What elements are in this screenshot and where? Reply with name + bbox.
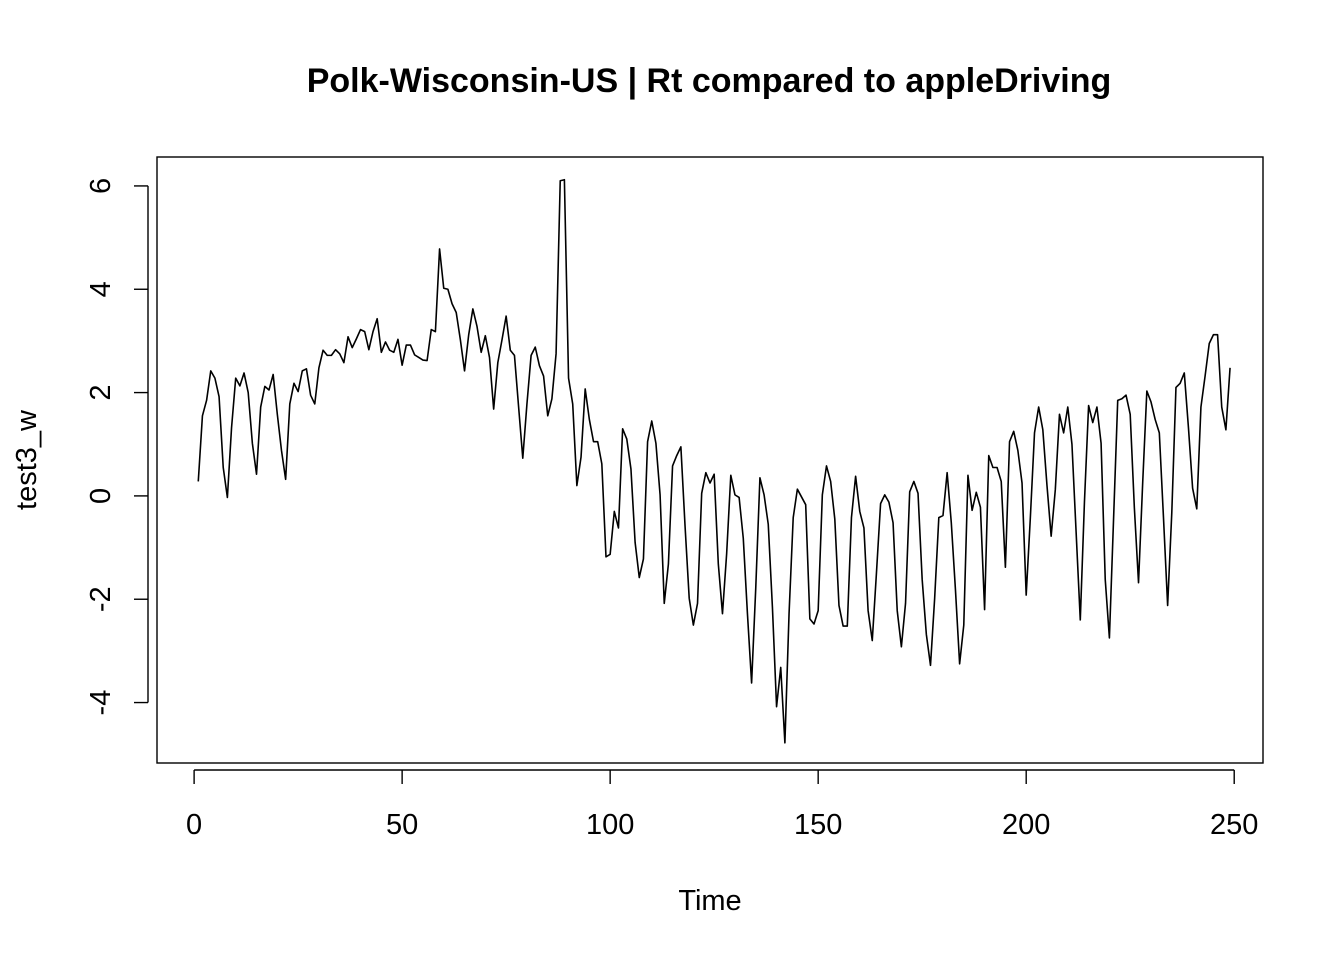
x-tick-label: 50	[386, 809, 418, 841]
x-tick-label: 250	[1210, 809, 1258, 841]
chart-title: Polk-Wisconsin-US | Rt compared to apple…	[307, 62, 1112, 100]
y-tick-label: 0	[85, 488, 117, 504]
x-axis: 0 50 100 150 200 250	[186, 769, 1258, 841]
x-tick-label: 100	[586, 809, 634, 841]
plot-frame	[156, 156, 1264, 764]
x-tick-label: 200	[1002, 809, 1050, 841]
series-line	[197, 178, 1231, 744]
x-axis-label: Time	[678, 885, 741, 917]
y-tick-label: -2	[85, 586, 117, 612]
y-tick-label: 4	[85, 281, 117, 297]
y-axis-label: test3_w	[11, 409, 43, 510]
y-tick-label: -4	[85, 690, 117, 716]
series-layer	[197, 178, 1231, 744]
x-tick-label: 150	[794, 809, 842, 841]
y-axis: -4 -2 0 2 4 6	[85, 178, 149, 716]
x-tick-label: 0	[186, 809, 202, 841]
y-tick-label: 2	[85, 385, 117, 401]
y-tick-label: 6	[85, 178, 117, 194]
